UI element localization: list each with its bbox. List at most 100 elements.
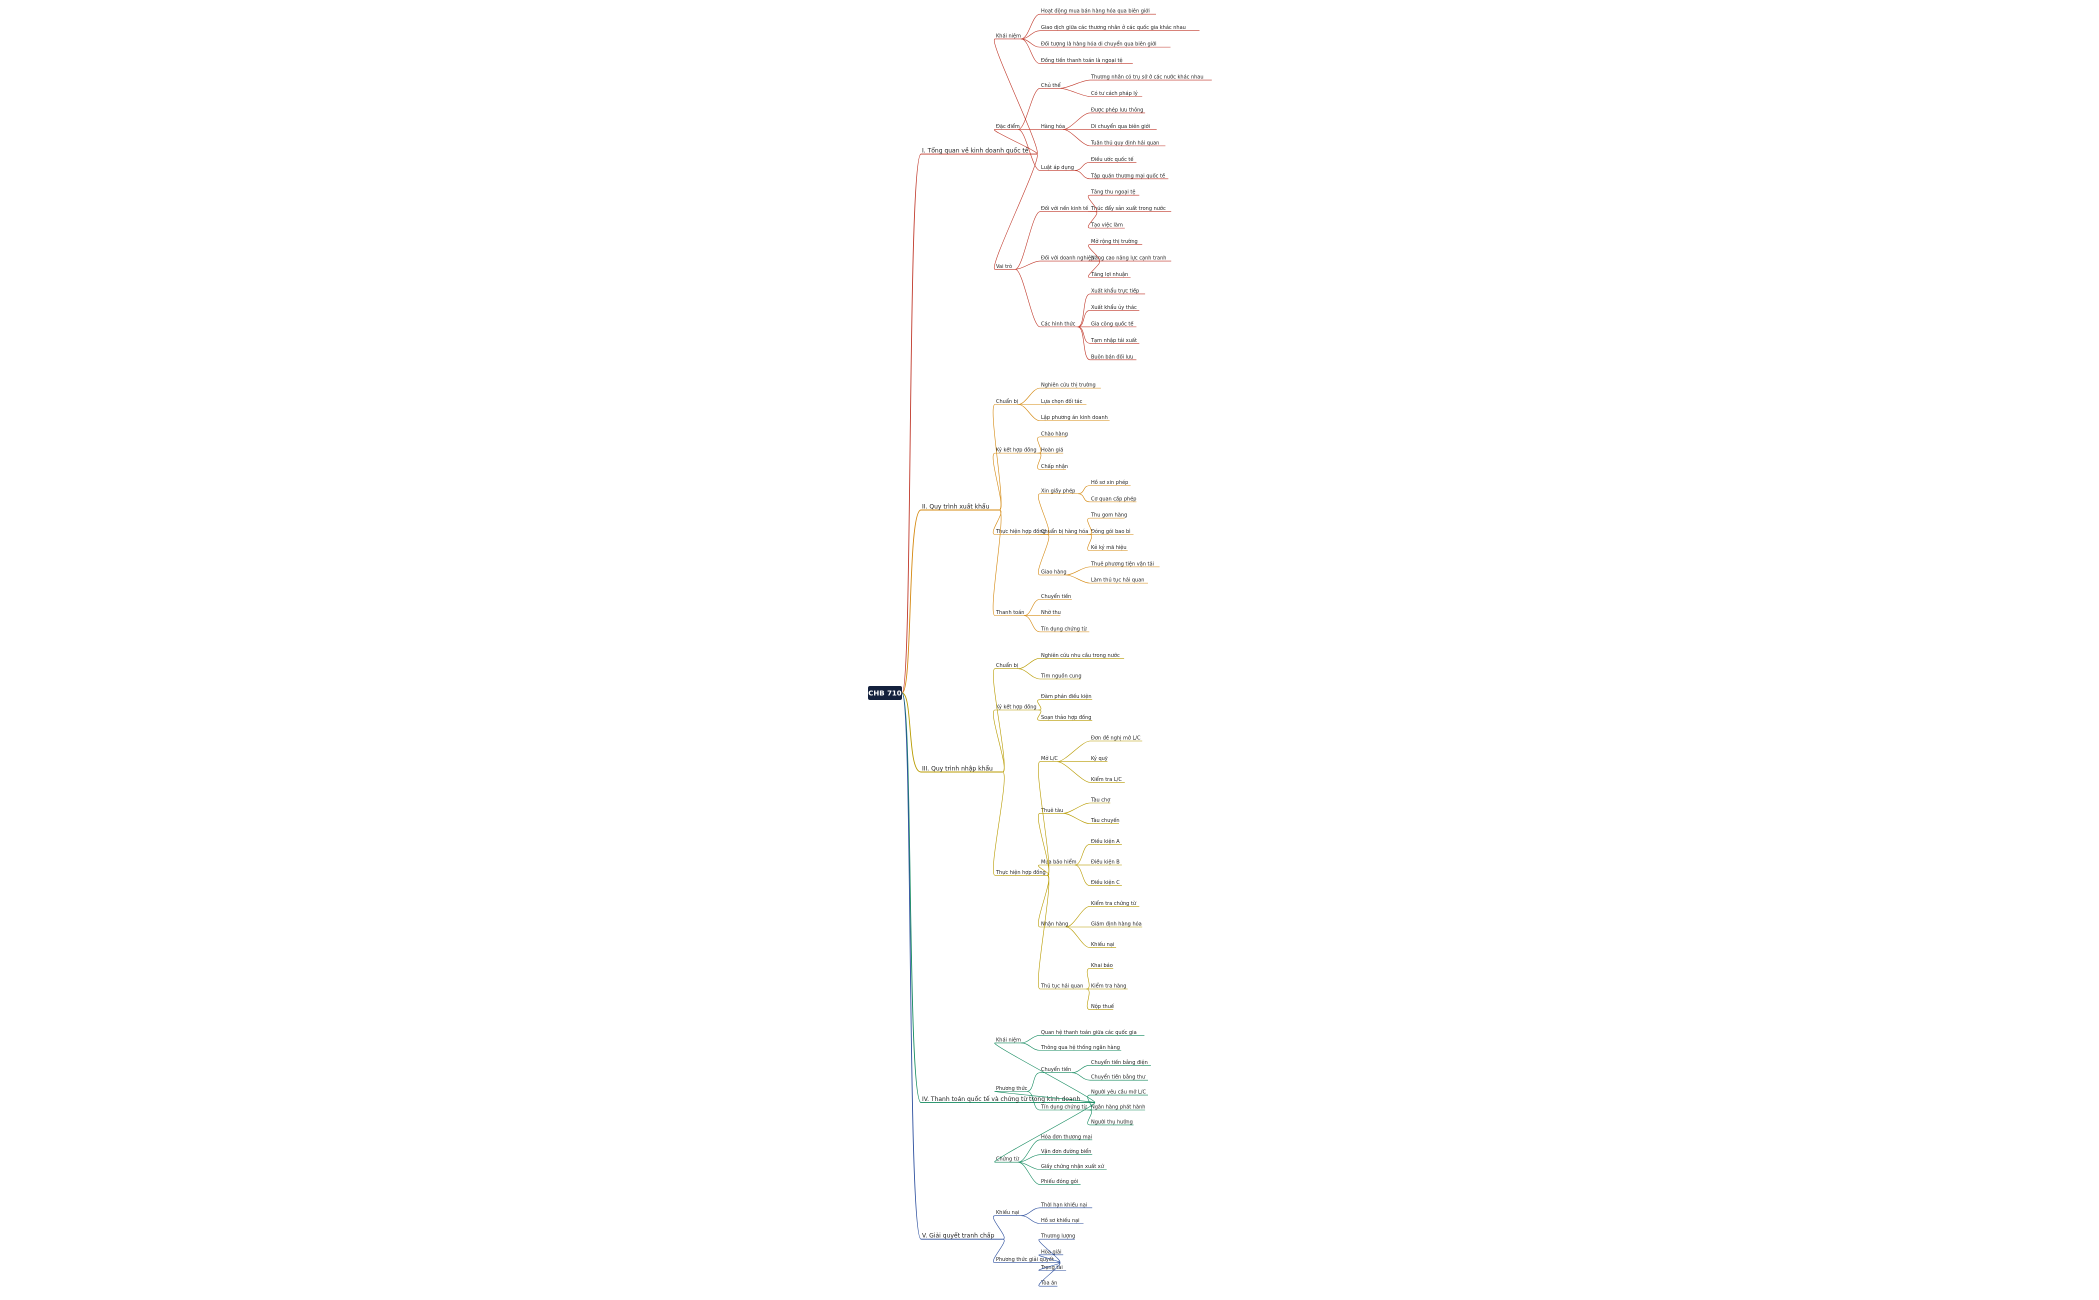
node-label: Kiểm tra L/C (1091, 776, 1122, 783)
branch-label: II. Quy trình xuất khẩu (922, 504, 990, 511)
connector (992, 452, 1002, 511)
connector (1088, 260, 1100, 278)
node-label: Điều kiện A (1091, 837, 1120, 845)
node-label: Chuyển tiền (1041, 1065, 1071, 1073)
node-label: Làm thủ tục hải quan (1091, 577, 1144, 584)
node-label: Nâng cao năng lực cạnh tranh (1091, 255, 1166, 262)
node-label: Đặc điểm (996, 123, 1020, 130)
connector (1066, 566, 1091, 576)
connector (1021, 1215, 1041, 1224)
connector (1037, 699, 1042, 711)
node-label: Thúc đẩy sản xuất trong nước (1090, 205, 1166, 212)
root-node (868, 686, 902, 700)
node-label: Đối tượng là hàng hóa di chuyển qua biên… (1041, 41, 1157, 48)
node-label: Mở L/C (1041, 755, 1058, 762)
root-label: CHB 710 (868, 690, 902, 698)
node-label: Ký kết hợp đồng (996, 446, 1037, 454)
connector (1037, 436, 1042, 454)
node-label: Điều kiện C (1091, 878, 1120, 886)
connector (1086, 968, 1091, 990)
node-label: Tín dụng chứng từ (1040, 1104, 1087, 1111)
node-label: Điều kiện B (1091, 858, 1120, 866)
connector (1077, 485, 1091, 495)
connector (994, 1102, 1095, 1163)
node-label: Chấp nhận (1041, 463, 1068, 470)
node-label: Các hình thức (1041, 320, 1076, 327)
connector (1088, 244, 1100, 262)
node-label: Thời hạn khiếu nại (1040, 1201, 1087, 1208)
node-label: Được phép lưu thông (1091, 106, 1143, 113)
node-label: Đóng gói bao bì (1091, 528, 1131, 535)
node-label: Kiểm tra hàng (1091, 983, 1126, 990)
node-label: Ký quỹ (1091, 755, 1108, 762)
node-label: Có tư cách pháp lý (1091, 90, 1138, 97)
connector (1087, 534, 1092, 551)
node-label: Khai báo (1091, 962, 1113, 969)
connector (1074, 162, 1091, 171)
connector (1077, 310, 1091, 328)
node-label: Khiếu nại (996, 1209, 1019, 1216)
connector (993, 1215, 1005, 1240)
connector (1037, 709, 1042, 721)
connector (1015, 211, 1041, 270)
connector (1018, 1161, 1041, 1185)
connector (1021, 1207, 1041, 1216)
connector (1021, 13, 1041, 40)
connector (1066, 926, 1091, 948)
connector (1021, 30, 1041, 40)
node-label: Ngân hàng phát hành (1091, 1104, 1145, 1111)
node-label: Chuyển tiền bằng điện (1091, 1058, 1148, 1066)
connector (1018, 387, 1041, 405)
node-label: Thanh toán (995, 609, 1024, 616)
connector (1037, 452, 1042, 470)
node-label: Giấy chứng nhận xuất xứ (1041, 1163, 1105, 1170)
node-label: Thương nhân có trụ sở ở các nước khác nh… (1090, 74, 1204, 81)
node-label: Tăng thu ngoại tệ (1090, 189, 1135, 196)
connector (1087, 194, 1098, 212)
connector (1077, 326, 1091, 344)
connector (1066, 574, 1091, 584)
node-label: Thực hiện hợp đồng (995, 527, 1046, 535)
node-label: Kiểm tra chứng từ (1091, 900, 1137, 907)
node-label: Giao dịch giữa các thương nhân ở các quố… (1041, 24, 1186, 31)
connector (1021, 1042, 1041, 1051)
node-label: Chuyển tiền bằng thư (1091, 1073, 1146, 1081)
connector (1038, 761, 1050, 876)
connector (1060, 87, 1091, 97)
node-label: Ký kết hợp đồng (996, 703, 1037, 711)
connector (992, 509, 1002, 616)
node-label: Tàu chợ (1090, 797, 1111, 804)
connector (1038, 875, 1050, 990)
node-label: Thuê tàu (1040, 807, 1063, 814)
node-label: Vai trò (996, 263, 1012, 270)
node-label: Vận đơn đường biển (1041, 1148, 1091, 1155)
node-label: Thông qua hệ thống ngân hàng (1040, 1044, 1120, 1051)
connector (1015, 260, 1041, 270)
node-label: Di chuyển qua biên giới (1091, 123, 1150, 130)
node-label: Nộp thuế (1091, 1003, 1115, 1010)
connector (901, 153, 922, 694)
node-label: Giao hàng (1041, 569, 1067, 576)
connector (1063, 112, 1091, 130)
connector (1021, 1035, 1041, 1044)
connector (901, 692, 922, 1240)
connector (992, 404, 1002, 511)
node-label: Đồng tiền thanh toán là ngoại tệ (1041, 56, 1123, 64)
connector (1063, 129, 1091, 147)
connector (993, 709, 1005, 773)
node-label: Hóa đơn thương mại (1041, 1133, 1092, 1140)
connector (1026, 1091, 1041, 1111)
connector (1077, 293, 1091, 328)
branch-label: V. Giải quyết tranh chấp (922, 1233, 995, 1240)
node-label: Soạn thảo hợp đồng (1041, 713, 1091, 721)
connector (1087, 517, 1092, 535)
node-label: Đối với doanh nghiệp (1041, 255, 1094, 262)
node-label: Gia công quốc tế (1091, 320, 1134, 327)
node-label: Đối với nền kinh tế (1041, 204, 1089, 212)
node-label: Buôn bán đối lưu (1091, 353, 1133, 360)
connector (994, 129, 1038, 155)
connector (1021, 38, 1041, 64)
node-label: Trọng tài (1040, 1264, 1063, 1271)
node-label: Thu gom hàng (1090, 512, 1127, 519)
